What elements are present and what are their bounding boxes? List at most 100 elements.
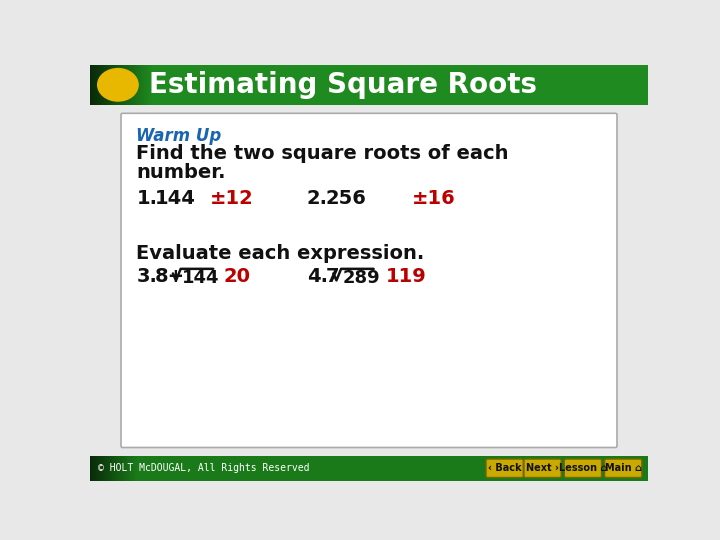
Text: ±16: ±16 [412, 189, 455, 208]
Bar [108, 65, 109, 105]
Ellipse shape [97, 68, 139, 102]
Bar [147, 65, 148, 105]
Bar [139, 65, 140, 105]
Bar [134, 456, 135, 481]
Bar [91, 456, 92, 481]
Bar [107, 65, 108, 105]
Text: number.: number. [137, 163, 226, 181]
Bar [121, 65, 122, 105]
Bar [145, 65, 147, 105]
Bar [124, 456, 125, 481]
Bar [96, 456, 97, 481]
Text: 3.: 3. [137, 267, 158, 286]
Bar [137, 65, 138, 105]
Bar [118, 456, 119, 481]
Bar [111, 65, 112, 105]
FancyBboxPatch shape [121, 113, 617, 448]
Bar [93, 456, 94, 481]
Bar [129, 456, 130, 481]
Bar [116, 65, 117, 105]
Bar [130, 456, 131, 481]
Bar [106, 456, 107, 481]
Bar [90, 65, 648, 105]
Bar [124, 65, 125, 105]
Bar [101, 456, 102, 481]
Text: 119: 119 [386, 267, 427, 286]
Text: 289: 289 [343, 269, 380, 287]
Bar [98, 456, 99, 481]
Text: © HOLT McDOUGAL, All Rights Reserved: © HOLT McDOUGAL, All Rights Reserved [98, 463, 310, 473]
Bar [112, 456, 113, 481]
Bar [136, 65, 137, 105]
Bar [100, 65, 101, 105]
Bar [90, 456, 91, 481]
Text: ±12: ±12 [210, 189, 254, 208]
Bar [100, 456, 101, 481]
Ellipse shape [103, 75, 138, 101]
Text: 4.: 4. [307, 267, 328, 286]
Bar [122, 456, 123, 481]
Bar [94, 65, 96, 105]
Bar [111, 456, 112, 481]
Bar [140, 65, 141, 105]
Bar [107, 456, 108, 481]
Bar [119, 65, 120, 105]
Text: 8+: 8+ [155, 267, 185, 286]
Bar [134, 65, 135, 105]
Bar [133, 456, 134, 481]
Bar [138, 65, 139, 105]
Bar [110, 456, 111, 481]
Text: 144: 144 [155, 189, 196, 208]
Bar [120, 456, 121, 481]
Text: 2.: 2. [307, 189, 328, 208]
Bar [128, 456, 129, 481]
Bar [99, 65, 100, 105]
Bar [117, 65, 118, 105]
Bar [103, 456, 104, 481]
Bar [93, 65, 94, 105]
Bar [130, 65, 131, 105]
Text: Next ›: Next › [526, 463, 559, 473]
Bar [129, 65, 130, 105]
FancyBboxPatch shape [564, 459, 601, 477]
Bar [127, 456, 128, 481]
Bar [126, 456, 127, 481]
Text: 1.: 1. [137, 189, 158, 208]
Bar [148, 65, 149, 105]
Bar [112, 65, 113, 105]
Bar [123, 456, 124, 481]
Text: 144: 144 [182, 269, 220, 287]
FancyBboxPatch shape [486, 459, 523, 477]
Bar [90, 456, 648, 481]
Bar [116, 456, 117, 481]
Bar [99, 456, 100, 481]
Bar [101, 65, 102, 105]
Bar [109, 456, 110, 481]
Bar [104, 65, 106, 105]
Bar [106, 65, 107, 105]
Bar [97, 65, 98, 105]
Bar [122, 65, 123, 105]
Text: 256: 256 [325, 189, 366, 208]
Bar [149, 65, 150, 105]
Bar [97, 456, 98, 481]
Bar [104, 456, 106, 481]
Bar [135, 65, 136, 105]
Text: Warm Up: Warm Up [137, 127, 222, 145]
Bar [108, 456, 109, 481]
Bar [96, 65, 97, 105]
Bar [135, 456, 136, 481]
Bar [127, 65, 128, 105]
Bar [136, 456, 137, 481]
FancyBboxPatch shape [524, 459, 561, 477]
Bar [119, 456, 120, 481]
Text: Main ⌂: Main ⌂ [605, 463, 642, 473]
Bar [120, 65, 121, 105]
Bar [143, 65, 144, 105]
Bar [123, 65, 124, 105]
Bar [90, 65, 91, 105]
Bar [117, 456, 118, 481]
Bar [131, 65, 132, 105]
Bar [132, 65, 133, 105]
Bar [92, 456, 93, 481]
